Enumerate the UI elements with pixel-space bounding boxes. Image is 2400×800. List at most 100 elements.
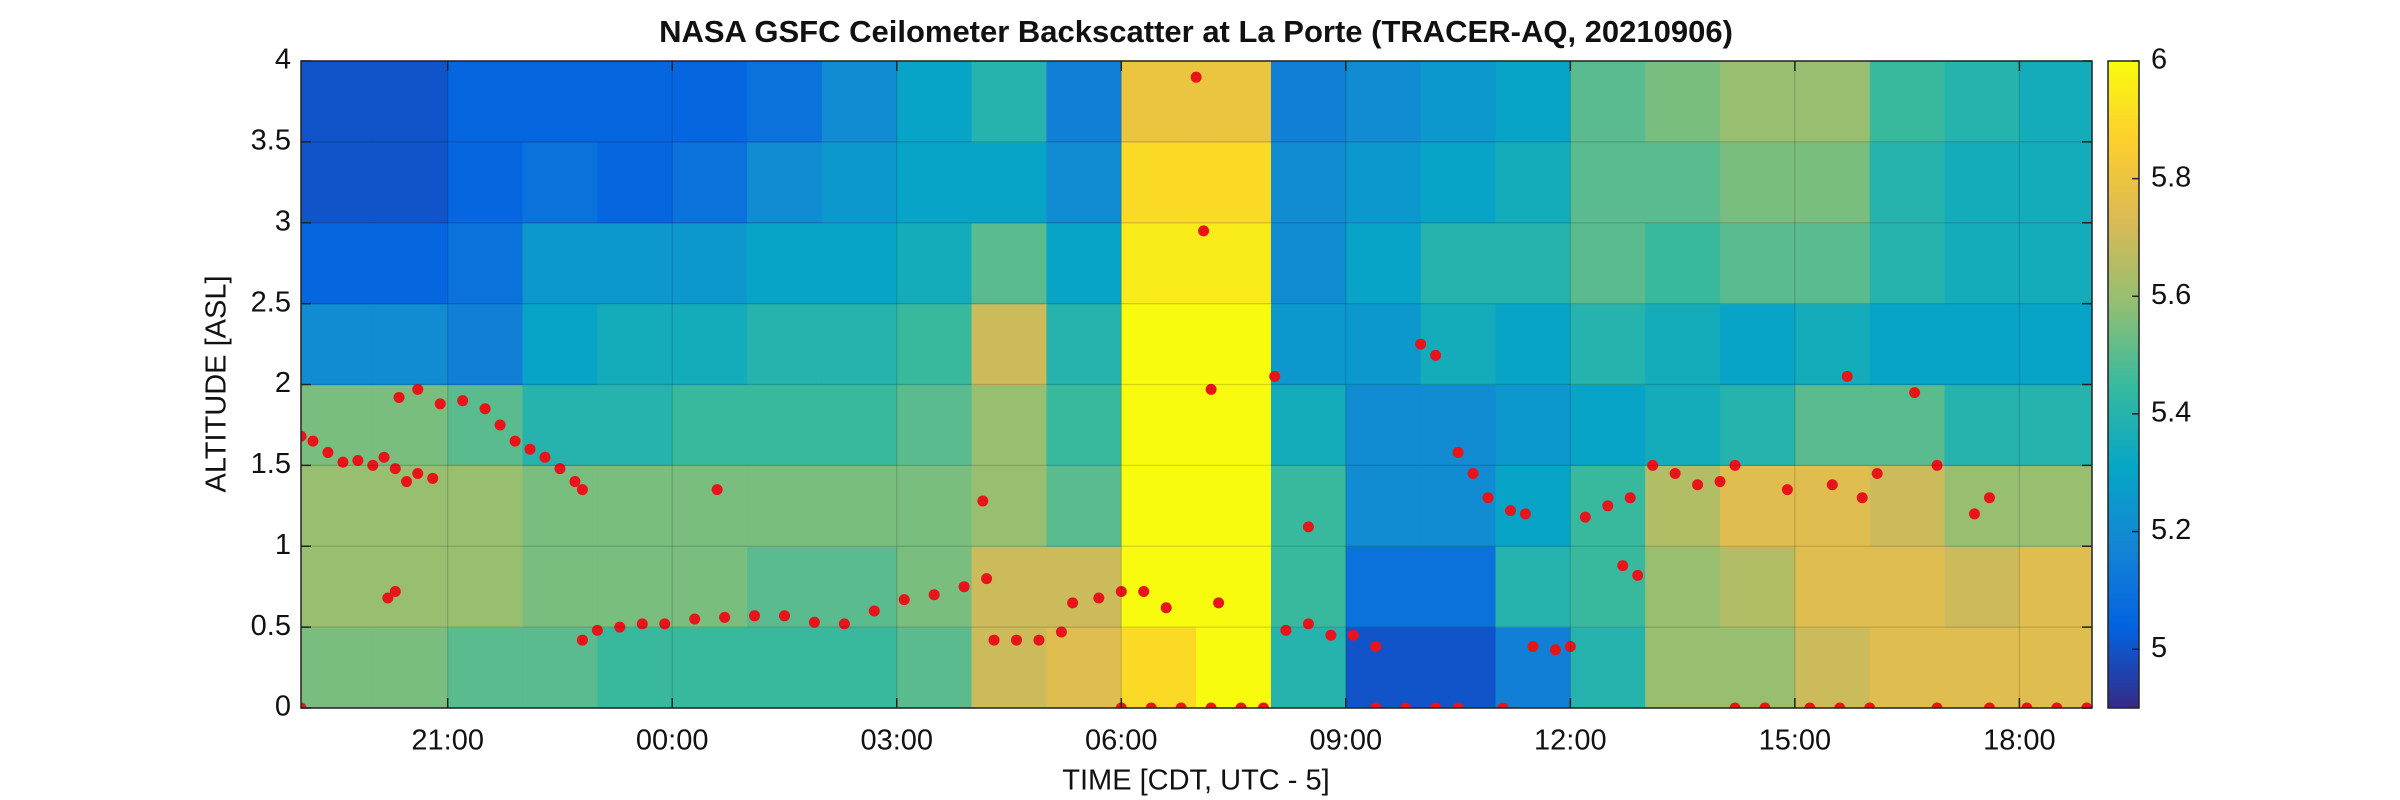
heat-cell — [372, 303, 449, 386]
heat-cell — [1645, 384, 1721, 466]
heat-cell — [1046, 627, 1122, 708]
heat-cell — [522, 222, 598, 305]
heat-cell — [1121, 222, 1197, 305]
heat-cell — [1720, 141, 1796, 224]
heat-cell — [1121, 61, 1197, 143]
cloud-base-point — [1729, 702, 1741, 708]
heat-cell — [1869, 546, 1946, 628]
heat-cell — [301, 465, 374, 547]
cloud-base-point — [1370, 702, 1382, 708]
cloud-base-point — [1482, 492, 1494, 504]
cloud-base-point — [569, 476, 581, 488]
colorbar-tick-label: 5.2 — [2151, 514, 2191, 546]
cloud-base-point — [711, 484, 723, 496]
cloud-base-point — [382, 592, 394, 604]
cloud-base-point — [808, 616, 820, 628]
cloud-base-point — [1692, 479, 1704, 491]
x-tick-label: 12:00 — [1534, 725, 1607, 757]
heat-cell — [971, 141, 1048, 224]
y-tick-label: 3.5 — [251, 125, 291, 157]
cloud-base-point — [576, 484, 588, 496]
heat-cell — [971, 61, 1048, 143]
cloud-base-point — [1205, 702, 1217, 708]
cloud-base-point — [1055, 626, 1067, 638]
heat-cell — [372, 627, 449, 708]
cloud-base-point — [719, 611, 731, 623]
heat-cell — [896, 303, 973, 386]
heat-cell — [597, 627, 673, 708]
heat-cell — [1794, 627, 1871, 708]
heat-cell — [1944, 141, 2021, 224]
heat-cell — [1196, 61, 1272, 143]
cloud-base-point — [1430, 349, 1442, 361]
heat-cell — [821, 465, 898, 547]
heat-cell — [971, 546, 1048, 628]
heat-cell — [1270, 465, 1347, 547]
y-tick-label: 2.5 — [251, 286, 291, 318]
cloud-base-point — [1504, 505, 1516, 517]
heat-cell — [2019, 384, 2092, 466]
cloud-base-point — [1467, 467, 1479, 479]
heat-cell — [1121, 384, 1197, 466]
heat-cell — [1645, 627, 1721, 708]
cloud-base-point — [1198, 225, 1210, 237]
x-tick-label: 06:00 — [1085, 725, 1158, 757]
cloud-base-point — [393, 391, 405, 403]
cloud-base-point — [749, 610, 761, 622]
heat-cell — [1794, 222, 1871, 305]
heat-cell — [896, 627, 973, 708]
heat-cell — [747, 384, 823, 466]
y-tick-label: 1 — [275, 529, 291, 561]
heat-cell — [896, 61, 973, 143]
cloud-base-point — [1909, 387, 1921, 399]
heat-cell — [447, 141, 524, 224]
heat-cell — [1196, 627, 1272, 708]
cloud-base-point — [1347, 629, 1359, 641]
heat-cell — [301, 141, 374, 224]
heat-cell — [1046, 61, 1122, 143]
heat-cell — [1495, 465, 1571, 547]
heat-cell — [1720, 384, 1796, 466]
colorbar-tick-label: 5 — [2151, 632, 2167, 664]
cloud-base-point — [636, 618, 648, 630]
axes: 0 0.5 1 1.5 2 2.5 3 3.5 4 21:00 00:00 03:00 06:00 09:… — [251, 44, 2192, 757]
cloud-base-point — [1729, 459, 1741, 471]
heat-cell — [1420, 303, 1497, 386]
heat-cell — [1196, 303, 1272, 386]
cloud-base-point — [301, 702, 307, 708]
cloud-base-point — [1145, 702, 1157, 708]
cloud-base-point — [307, 435, 319, 447]
cloud-base-point — [868, 605, 880, 617]
cloud-base-point — [898, 594, 910, 606]
heat-cell — [447, 627, 524, 708]
heat-cell — [821, 384, 898, 466]
heat-cell — [1869, 61, 1946, 143]
heat-cell — [1420, 222, 1497, 305]
heat-cell — [1420, 141, 1497, 224]
heat-cell — [2019, 222, 2092, 305]
x-tick-label: 21:00 — [411, 725, 484, 757]
heat-cell — [1270, 61, 1347, 143]
heat-cell — [597, 546, 673, 628]
cloud-base-point — [434, 398, 446, 410]
cloud-base-point — [1968, 508, 1980, 520]
heat-cell — [1645, 61, 1721, 143]
heat-cell — [372, 141, 449, 224]
heat-cell — [1720, 546, 1796, 628]
plot-frame — [300, 60, 2093, 709]
heat-cell — [1645, 141, 1721, 224]
heat-cell — [301, 384, 374, 466]
heat-cell — [1345, 465, 1422, 547]
cloud-base-point — [1931, 459, 1943, 471]
x-tick-label: 03:00 — [860, 725, 933, 757]
cloud-base-point — [401, 476, 413, 488]
heat-cell — [522, 141, 598, 224]
heat-cell — [301, 627, 374, 708]
heat-cell — [1720, 303, 1796, 386]
cloud-base-point — [614, 621, 626, 633]
heat-cell — [1270, 384, 1347, 466]
heat-cell — [447, 465, 524, 547]
cloud-base-point — [1190, 71, 1202, 83]
heat-cell — [522, 546, 598, 628]
